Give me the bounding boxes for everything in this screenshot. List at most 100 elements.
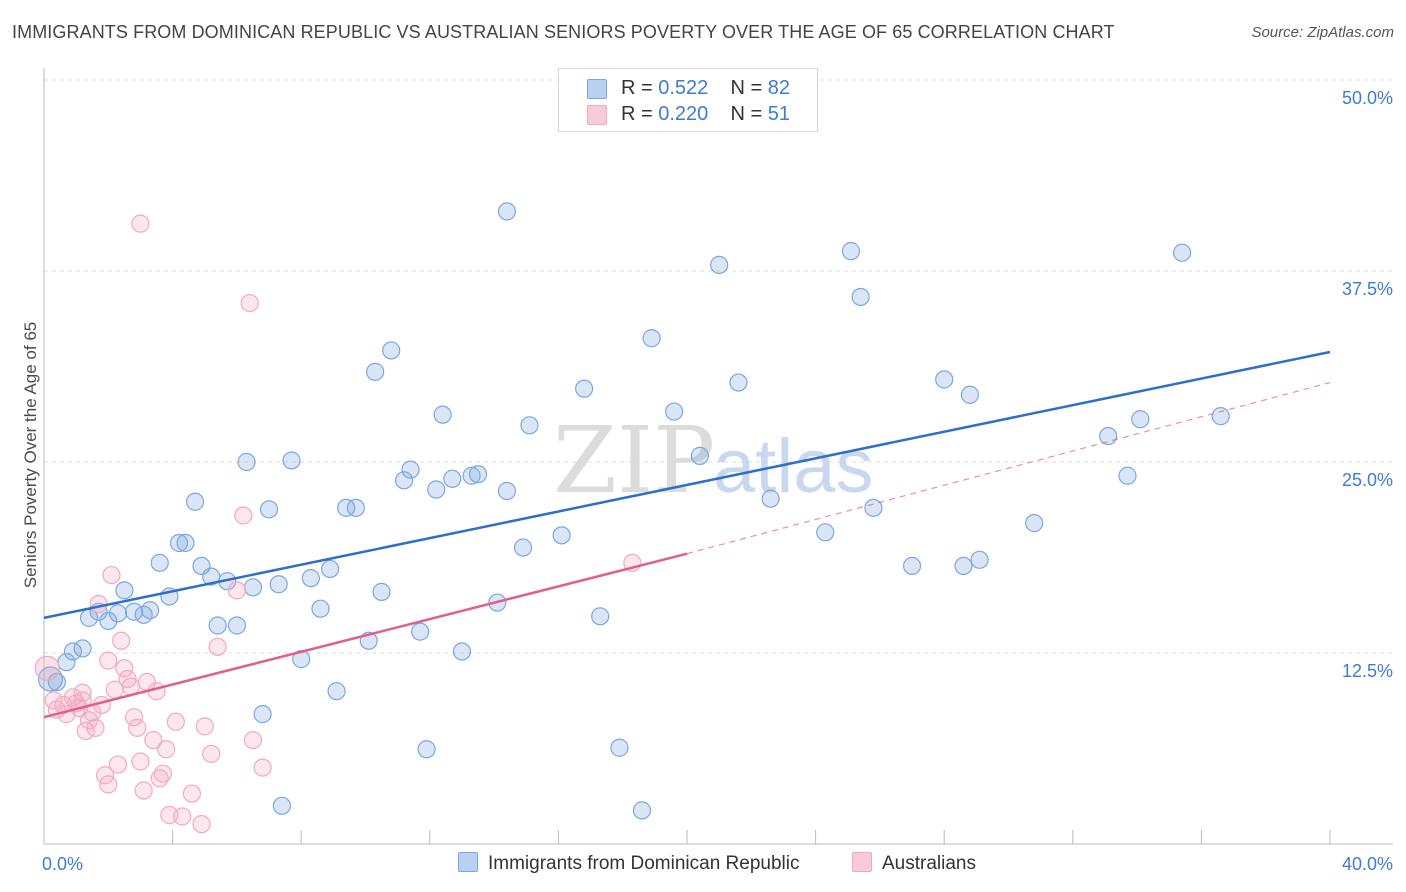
data-point [1025, 514, 1044, 533]
data-point [34, 655, 60, 681]
data-point [366, 362, 385, 381]
data-point [115, 581, 134, 600]
data-point [227, 581, 246, 600]
data-point [234, 506, 253, 525]
data-point [497, 481, 517, 501]
data-point [337, 498, 356, 517]
legend: R = 0.522 N = 82 R = 0.220 N = 51 [558, 68, 818, 132]
grid-lines [44, 79, 1393, 654]
source-credit: Source: ZipAtlas.com [1251, 24, 1394, 41]
legend-n-value: 82 [767, 77, 791, 99]
data-point [259, 500, 279, 519]
data-point [166, 712, 185, 731]
bottom-legend-label: Australians [882, 853, 976, 874]
trend-line-dominican [43, 350, 1331, 620]
data-point [169, 533, 189, 553]
data-point [140, 601, 160, 620]
data-point [902, 556, 922, 576]
x-tick-label-max: 40.0% [1342, 854, 1393, 874]
data-point [202, 744, 221, 763]
data-point [86, 718, 105, 737]
data-point [346, 498, 365, 517]
data-point [1118, 466, 1137, 485]
data-point [240, 293, 259, 313]
legend-r-label: R = [621, 77, 653, 99]
data-point [115, 659, 134, 678]
legend-r-value: 0.220 [658, 103, 709, 125]
data-point [195, 717, 214, 736]
data-point [816, 523, 835, 542]
data-point [73, 639, 92, 658]
data-point [729, 373, 748, 392]
data-point [452, 642, 472, 661]
data-point [131, 752, 150, 771]
legend-r-value: 0.522 [658, 77, 709, 99]
data-point [253, 705, 272, 724]
data-point [710, 255, 729, 274]
data-point [176, 533, 195, 553]
data-point [1099, 426, 1118, 446]
data-point [192, 815, 211, 834]
axes [43, 68, 1393, 845]
series-dominican-points [37, 202, 1230, 820]
x-tick-label-min: 0.0% [42, 854, 83, 874]
data-point [642, 329, 661, 348]
data-point [401, 460, 420, 479]
data-point [411, 622, 430, 641]
data-point [1173, 243, 1192, 262]
data-point [150, 553, 169, 572]
data-point [960, 385, 980, 404]
data-point [552, 526, 571, 545]
data-point [131, 214, 150, 233]
data-point [102, 565, 121, 585]
data-point [243, 578, 263, 597]
legend-swatch-pink [587, 105, 607, 125]
legend-n-value: 51 [767, 103, 791, 125]
data-point [665, 402, 684, 421]
data-point [73, 683, 92, 702]
data-point [417, 740, 436, 759]
data-point [761, 489, 780, 508]
watermark-atlas: atlas [713, 424, 874, 509]
data-point [269, 575, 288, 594]
data-point [372, 582, 391, 601]
data-point [462, 466, 481, 485]
data-point [497, 202, 517, 221]
data-point [468, 465, 488, 484]
data-point [153, 764, 173, 783]
watermark-zip: ZIP [553, 407, 715, 514]
data-point [591, 607, 610, 626]
data-point [157, 740, 176, 759]
data-point [520, 416, 539, 435]
data-point [99, 611, 118, 631]
data-point [443, 469, 462, 488]
data-point [864, 498, 883, 517]
data-point [1131, 410, 1150, 429]
data-point [182, 784, 201, 803]
trend-line-australians [43, 552, 688, 719]
data-point [99, 651, 118, 670]
data-point [208, 616, 227, 635]
y-tick-label: 12.5% [1342, 661, 1393, 681]
data-point [1211, 407, 1230, 426]
bottom-legend-swatch-pink [852, 852, 872, 872]
data-point [134, 781, 153, 800]
legend-n-label: N = [730, 77, 763, 99]
legend-r-label: R = [621, 103, 653, 125]
bottom-legend-swatch-blue [458, 852, 478, 872]
data-point [47, 672, 66, 692]
data-point [632, 801, 652, 820]
data-point [253, 758, 272, 777]
trend-line-australians-projection [686, 381, 1331, 555]
data-point [610, 738, 629, 757]
data-point [128, 718, 147, 737]
data-point [327, 682, 346, 701]
data-point [112, 631, 131, 650]
bottom-legend-label: Immigrants from Dominican Republic [488, 853, 800, 874]
data-point [272, 796, 292, 815]
data-point [394, 471, 414, 490]
data-point [513, 538, 533, 557]
data-point [433, 405, 452, 424]
y-tick-labels: 12.5% 25.0% 37.5% 50.0% [1342, 88, 1393, 681]
